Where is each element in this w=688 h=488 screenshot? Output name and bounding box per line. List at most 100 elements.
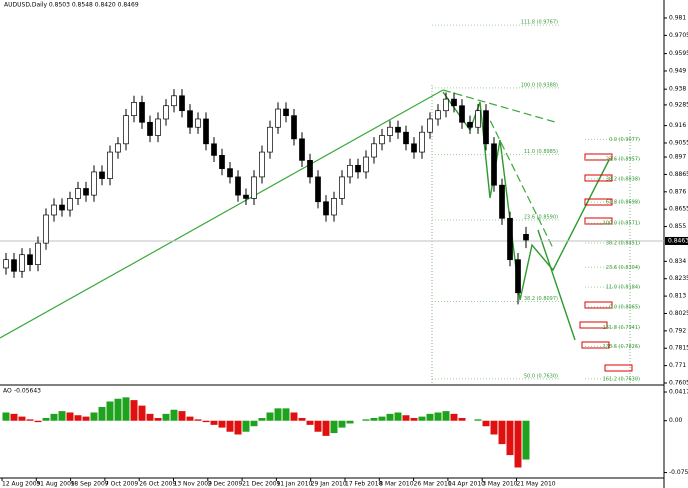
candle-body <box>179 95 185 112</box>
ao-bar <box>394 412 402 421</box>
indicator-tick-label: 0.00 <box>669 417 683 424</box>
candle-body <box>507 217 513 261</box>
x-tick-label: 8 Mar 2010 <box>379 481 413 488</box>
ao-bar <box>498 420 506 445</box>
candle-body <box>155 118 161 136</box>
candle-body <box>107 151 113 179</box>
candle-body <box>467 121 473 128</box>
y-tick-label: 0.9285 <box>669 101 688 108</box>
chart-title: AUDUSD,Daily 0.8503 0.8548 0.8420 0.8469 <box>4 2 139 9</box>
ao-bar <box>82 416 90 421</box>
y-tick-label: 0.8235 <box>669 275 688 282</box>
y-tick-label: 0.949 <box>669 67 686 74</box>
candle-body <box>131 102 137 117</box>
ao-bar <box>130 400 138 421</box>
x-tick-label: 11 Jan 2010 <box>276 481 312 488</box>
x-tick-label: 2 Dec 2009 <box>208 481 243 488</box>
candle-body <box>251 176 257 199</box>
wave-projection <box>537 229 576 341</box>
candle-body <box>83 188 89 196</box>
ao-bar <box>234 420 242 435</box>
x-tick-label: 21 May 2010 <box>517 481 556 488</box>
candle-body <box>275 108 281 128</box>
indicator-tick-label: -0.07537 <box>669 469 688 476</box>
y-tick-label: 0.8655 <box>669 206 688 213</box>
ao-bar <box>2 412 10 421</box>
fib-label: 50.0 (0.7630) <box>524 373 558 379</box>
ao-bar <box>458 417 466 421</box>
y-tick-label: 0.834 <box>669 258 686 265</box>
x-tick-label: 3 May 2010 <box>482 481 517 488</box>
trend-line-dashed <box>484 109 554 249</box>
y-tick-label: 0.897 <box>669 154 686 161</box>
ao-bar <box>194 419 202 421</box>
ao-bar <box>50 413 58 421</box>
ao-bar <box>474 419 482 421</box>
ao-bar <box>58 411 66 421</box>
ao-bar <box>362 419 370 421</box>
fib-label: 100.0 (0.8571) <box>603 221 640 227</box>
fib-label: 38.2 (0.8451) <box>606 240 640 246</box>
x-tick-label: 14 Apr 2010 <box>448 481 485 488</box>
candle-body <box>267 126 273 153</box>
candle-body <box>203 118 209 145</box>
candle-body <box>3 259 9 269</box>
candle-body <box>403 131 409 145</box>
candle-body <box>227 168 233 178</box>
ao-bar <box>338 420 346 428</box>
x-tick-label: 21 Dec 2009 <box>242 481 281 488</box>
candle-body <box>19 254 25 272</box>
ao-bar <box>218 420 226 428</box>
candle-body <box>219 155 225 169</box>
fib-label: 23.6 (0.8957) <box>606 157 640 163</box>
fib-label: 161.2 (0.7630) <box>603 376 640 382</box>
x-tick-label: 13 Nov 2009 <box>174 481 213 488</box>
ao-bar <box>266 412 274 421</box>
fib-label: 61.8 (0.8698) <box>606 200 640 206</box>
candle-body <box>339 176 345 199</box>
candle-body <box>243 194 249 199</box>
ao-bar <box>506 420 514 456</box>
ao-bar <box>74 415 82 421</box>
candle-body <box>515 259 521 294</box>
ao-bar <box>66 412 74 421</box>
ao-bar <box>34 420 42 423</box>
fib-label: 23.6 (0.8304) <box>606 265 640 271</box>
candle-body <box>291 115 297 140</box>
ao-bar <box>170 409 178 421</box>
ao-bar <box>274 408 282 421</box>
trend-line-dashed <box>442 89 556 123</box>
ao-bar <box>154 417 162 421</box>
fib-label: 11.0 (0.8184) <box>606 285 640 291</box>
candle-body <box>115 143 121 153</box>
ao-bar <box>322 420 330 436</box>
x-tick-label: 29 Jan 2010 <box>311 481 347 488</box>
ao-bar <box>314 420 322 432</box>
candle-body <box>363 156 369 173</box>
ao-bar <box>306 420 314 425</box>
ao-bar <box>162 413 170 421</box>
candle-body <box>91 171 97 196</box>
current-price-label: 0.8463 <box>668 237 688 244</box>
fib-label: 38.2 (0.8838) <box>606 176 640 182</box>
y-tick-label: 0.9595 <box>669 50 688 57</box>
indicator-tick-label: 0.04178 <box>669 389 688 396</box>
candle-body <box>387 126 393 136</box>
fib-label: 0.0 (0.8065) <box>609 304 640 310</box>
ao-bar <box>42 417 50 421</box>
candle-body <box>99 171 105 179</box>
fib-label: 38.2 (0.8097) <box>524 296 558 302</box>
ao-bar <box>146 413 154 421</box>
x-tick-label: 26 Mar 2010 <box>414 481 452 488</box>
candle-body <box>27 254 33 265</box>
y-tick-label: 0.813 <box>669 293 686 300</box>
ao-bar <box>402 415 410 421</box>
ao-bar <box>10 413 18 421</box>
x-tick-label: 12 Aug 2009 <box>2 481 41 488</box>
candle-body <box>235 176 241 196</box>
ao-bar <box>282 408 290 421</box>
candle-body <box>523 234 529 241</box>
candle-body <box>459 105 465 123</box>
fib-label: 0.0 (0.9077) <box>609 137 640 143</box>
